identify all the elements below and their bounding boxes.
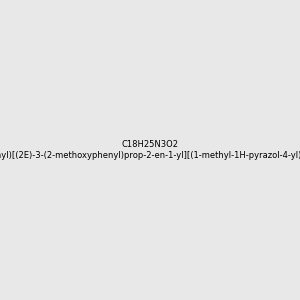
Text: C18H25N3O2
(2-methoxyethyl)[(2E)-3-(2-methoxyphenyl)prop-2-en-1-yl][(1-methyl-1H: C18H25N3O2 (2-methoxyethyl)[(2E)-3-(2-me… xyxy=(0,140,300,160)
